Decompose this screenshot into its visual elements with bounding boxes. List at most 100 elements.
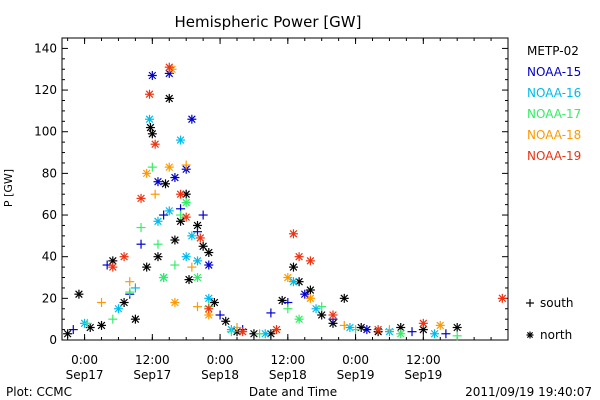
- data-point-north: [145, 89, 155, 99]
- data-point-north: [161, 179, 171, 189]
- data-point-north: [249, 329, 259, 339]
- data-point-north: [142, 262, 152, 272]
- marker-legend-label: north: [540, 328, 572, 342]
- data-point-south: [159, 210, 169, 220]
- x-axis: 0:00Sep1712:00Sep170:00Sep1812:00Sep180:…: [66, 38, 492, 382]
- data-point-north: [136, 193, 146, 203]
- x-tick-label-date: Sep17: [66, 368, 104, 382]
- series-noaa-19: [108, 62, 507, 337]
- data-point-north: [272, 325, 282, 335]
- y-tick-label: 60: [42, 208, 57, 222]
- data-point-north: [204, 248, 214, 258]
- x-tick-label-time: 0:00: [207, 353, 234, 367]
- x-tick-label-time: 0:00: [342, 353, 369, 367]
- data-point-south: [266, 308, 276, 318]
- data-point-north: [294, 252, 304, 262]
- data-point-north: [164, 162, 174, 172]
- data-point-north: [187, 231, 197, 241]
- data-point-north: [170, 173, 180, 183]
- y-tick-label: 40: [42, 250, 57, 264]
- data-point-south: [384, 325, 394, 335]
- x-tick-label-date: Sep19: [404, 368, 442, 382]
- data-point-south: [82, 318, 92, 328]
- data-point-north: [373, 325, 383, 335]
- data-point-south: [351, 325, 361, 335]
- y-tick-label: 0: [49, 333, 57, 347]
- data-point-north: [204, 304, 214, 314]
- y-tick-label: 140: [34, 41, 57, 55]
- marker-legend-north: north: [526, 328, 572, 342]
- data-point-north: [150, 139, 160, 149]
- data-point-north: [192, 273, 202, 283]
- data-point-north: [300, 289, 310, 299]
- data-point-south: [97, 298, 107, 308]
- data-point-north: [153, 177, 163, 187]
- data-point-north: [153, 216, 163, 226]
- data-point-north: [192, 256, 202, 266]
- data-point-north: [396, 329, 406, 339]
- data-point-south: [147, 162, 157, 172]
- data-point-north: [181, 212, 191, 222]
- plot-area-frame: [61, 37, 509, 341]
- data-point-south: [125, 287, 135, 297]
- y-tick-label: 120: [34, 83, 57, 97]
- data-point-north: [435, 320, 445, 330]
- data-point-north: [147, 129, 157, 139]
- data-point-north: [221, 316, 231, 326]
- data-point-north: [119, 252, 129, 262]
- data-point-north: [170, 235, 180, 245]
- data-point-north: [266, 329, 276, 339]
- footer-credit: Plot: CCMC: [6, 385, 72, 399]
- data-point-north: [153, 252, 163, 262]
- data-point-north: [187, 114, 197, 124]
- x-axis-label: Date and Time: [249, 385, 337, 399]
- data-point-south: [198, 210, 208, 220]
- data-point-north: [294, 314, 304, 324]
- legend-entry: NOAA-15: [527, 65, 581, 79]
- data-point-south: [187, 262, 197, 272]
- data-point-north: [418, 318, 428, 328]
- data-point-north: [430, 329, 440, 339]
- data-point-south: [130, 283, 140, 293]
- data-point-north: [164, 206, 174, 216]
- y-tick-label: 80: [42, 166, 57, 180]
- legend-entry: NOAA-19: [527, 149, 581, 163]
- series-noaa-18: [97, 64, 445, 335]
- data-point-south: [136, 239, 146, 249]
- marker-legend-label: south: [540, 296, 574, 310]
- data-point-north: [238, 327, 248, 337]
- data-point-south: [215, 310, 225, 320]
- data-point-south: [283, 304, 293, 314]
- data-point-north: [328, 310, 338, 320]
- data-point-north: [184, 275, 194, 285]
- data-point-south: [407, 327, 417, 337]
- data-point-south: [226, 327, 236, 337]
- data-point-north: [181, 252, 191, 262]
- data-point-north: [305, 293, 315, 303]
- data-point-north: [63, 329, 73, 339]
- x-tick-label-date: Sep18: [269, 368, 307, 382]
- x-tick-label-date: Sep19: [337, 368, 375, 382]
- data-point-north: [362, 325, 372, 335]
- data-point-north: [164, 93, 174, 103]
- data-point-south: [153, 239, 163, 249]
- data-point-north: [288, 277, 298, 287]
- legend-entry: NOAA-18: [527, 128, 581, 142]
- data-point-south: [125, 277, 135, 287]
- data-point-south: [255, 329, 265, 339]
- data-point-north: [181, 198, 191, 208]
- data-point-north: [277, 295, 287, 305]
- x-tick-label-time: 12:00: [406, 353, 441, 367]
- data-point-north: [339, 293, 349, 303]
- data-point-north: [113, 304, 123, 314]
- data-point-north: [305, 256, 315, 266]
- legend: METP-02 NOAA-15 NOAA-16 NOAA-17 NOAA-18 NOAA-…: [526, 44, 581, 342]
- data-point-north: [204, 293, 214, 303]
- data-point-north: [198, 241, 208, 251]
- data-point-south: [181, 160, 191, 170]
- marker-legend-south: south: [526, 296, 574, 310]
- data-point-south: [170, 260, 180, 270]
- data-point-south: [339, 320, 349, 330]
- data-point-north: [317, 310, 327, 320]
- series-noaa-17: [82, 162, 462, 341]
